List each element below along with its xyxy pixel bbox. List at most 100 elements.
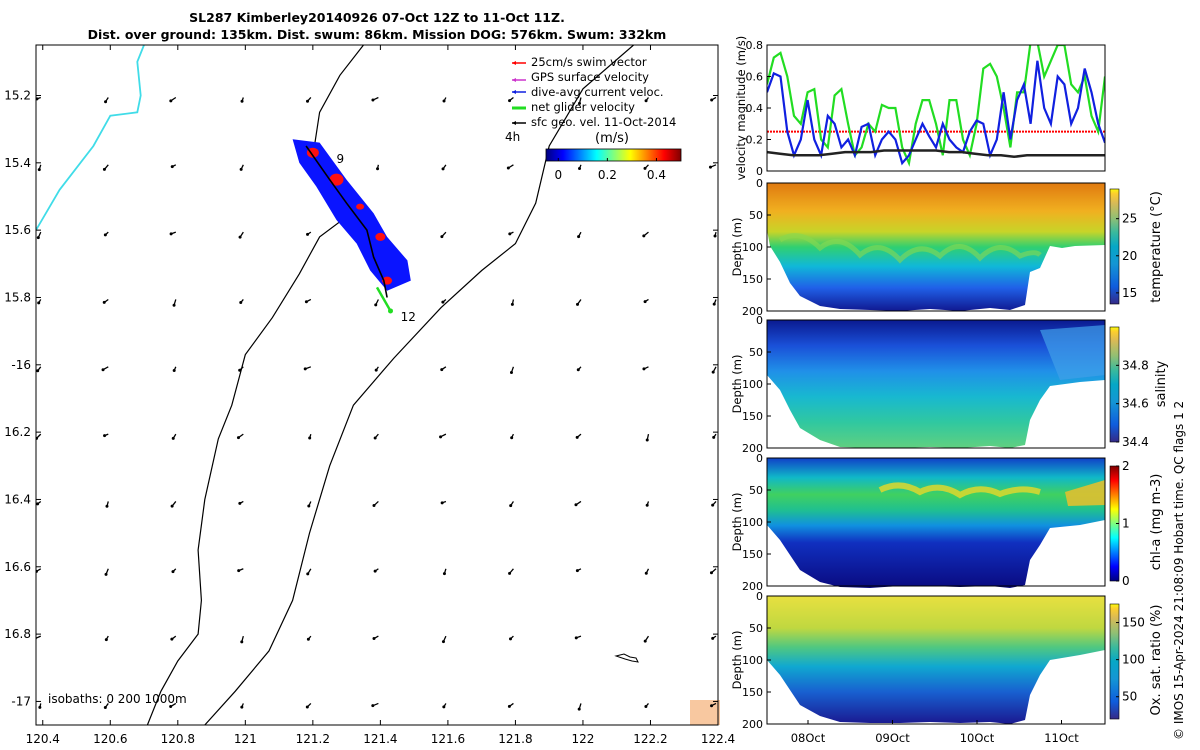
vector-arrow [441,298,447,304]
vector-arrow [304,298,312,304]
vector-arrow [576,366,582,372]
map-annotations: 9 12 [336,152,415,324]
vector-arrow [710,702,717,708]
salinity-panel: 0 50 100 150 200 34.4 34.6 34.8 Depth (m) sali… [730,314,1169,455]
vector-arrow [575,568,582,573]
colorbar-title: (m/s) [595,131,629,146]
track-swath [292,139,411,291]
vector-arrow [172,299,177,307]
map-ytick-label: 15.4 [4,156,31,170]
vector-arrow [441,635,447,644]
vector-arrow [644,568,650,575]
legend-diveavg: dive-avg current veloc. [512,85,664,99]
vector-arrow [102,298,109,304]
map-annotation: 12 [401,310,416,324]
colorbar-tick-label: 150 [1122,616,1145,630]
depth-tick-label: 150 [742,548,763,561]
vector-arrow [712,433,717,439]
vector-arrow [37,164,42,172]
vector-arrow [240,97,244,103]
vector-arrow [372,635,379,641]
vector-arrow [574,500,582,507]
legend-swim: 25cm/s swim vector [512,55,647,69]
vector-arrow [36,96,41,101]
vector-arrow [645,433,650,442]
map-xtick-label: 120.6 [93,732,127,746]
temperature-field [767,183,1105,311]
net-velocity-head [388,308,394,314]
vector-arrow [440,500,447,505]
legend-time-label: 4h [505,130,520,144]
depth-tick-label: 50 [749,622,763,635]
map-legend: 25cm/s swim vector GPS surface velocity … [505,55,682,182]
map-xtick-label: 121.2 [296,732,330,746]
vector-arrow [239,299,244,305]
vector-arrow [507,702,514,708]
reef-islands [614,653,639,663]
vector-arrow [643,298,649,304]
map-xtick-label: 121.4 [363,732,397,746]
chlorophyll-ylabel: Depth (m) [730,493,744,552]
vector-arrow [506,164,514,170]
oxygen-colorbar [1109,603,1120,720]
vector-arrow [103,231,109,237]
vector-arrow [306,97,312,103]
vector-arrow [713,231,717,238]
vector-arrow [36,366,42,373]
oxygen-ylabel: Depth (m) [730,631,744,690]
map-ytick-label: 16.6 [4,560,31,574]
depth-tick-label: 0 [756,314,763,327]
vector-arrow [510,299,515,306]
vector-arrow [104,97,109,104]
legend-gps: GPS surface velocity [512,70,649,84]
velocity-ytick-label: 0 [756,165,763,178]
isobaths-text: isobaths: 0 200 1000m [48,692,187,706]
vector-arrow [642,231,649,238]
title-line-2: Dist. over ground: 135km. Dist. swum: 86… [88,27,667,42]
vector-arrow [644,703,649,708]
vector-arrow [576,299,582,306]
map-y-ticks: 15.2 15.4 15.6 15.8 -16 16.2 16.4 16.6 16.8 -17 [4,88,718,708]
vector-arrow [101,366,109,372]
depth-tick-label: 0 [756,177,763,190]
map-colorbar [545,148,682,162]
map-x-ticks: 120.4 120.6 120.8 121 121.2 121.4 121.6 121.8 12… [26,45,735,746]
temperature-colorbar [1109,188,1120,305]
vector-arrow [306,568,312,576]
isobath-200 [204,45,634,725]
depth-tick-label: 200 [742,718,763,731]
vector-arrow [104,635,109,642]
vector-arrow [36,635,42,640]
vector-arrow [441,164,447,171]
velocity-series-line [767,149,1105,159]
legend-net: net glider velocity [512,100,635,114]
depth-tick-label: 150 [742,273,763,286]
vector-arrow [37,299,42,305]
temperature-ylabel: Depth (m) [730,218,744,277]
depth-tick-label: 150 [742,410,763,423]
time-tick-label: 11Oct [1044,731,1079,745]
vector-arrow [238,231,244,239]
vector-arrow [509,635,514,641]
vector-arrow [105,501,109,508]
velocity-ytick-label: 0.6 [746,71,764,84]
colorbar-tick-label: 100 [1122,653,1145,667]
vector-arrow [643,164,649,170]
vector-arrow [578,164,582,171]
vector-arrow [36,231,42,240]
vector-arrow [577,231,582,239]
depth-tick-label: 50 [749,484,763,497]
vector-arrow [508,568,514,575]
vector-arrow [442,97,447,103]
temperature-panel: 0 50 100 150 200 15 20 25 Depth (m) temperatur… [730,177,1164,318]
colorbar-tick-label: 34.6 [1122,397,1149,411]
vector-arrow [240,703,244,709]
vector-arrow [577,703,582,711]
vector-arrow [172,366,177,372]
velocity-panel: 0 0.2 0.4 0.6 0.8 velocity magnitude (m/s) [734,36,1106,180]
map-ytick-label: 16.4 [4,492,31,506]
title-line-1: SL287 Kimberley20140926 07-Oct 12Z to 11… [189,10,565,25]
depth-tick-label: 100 [742,241,763,254]
map-ytick-label: 15.8 [4,290,31,304]
